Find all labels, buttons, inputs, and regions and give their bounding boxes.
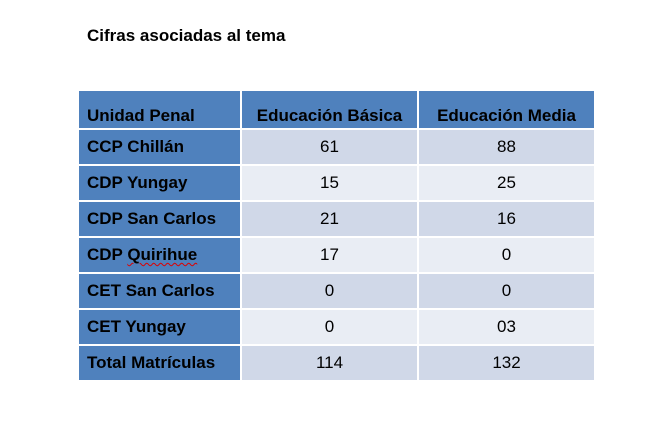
value-cell: 03 (417, 308, 596, 346)
row-label: CDP Quirihue (77, 236, 242, 274)
table: Unidad Penal Educación Básica Educación Me… (77, 89, 596, 382)
row-label-text: CDP Quirihue (87, 245, 198, 264)
row-label: CET Yungay (77, 308, 242, 346)
value-cell: 88 (417, 128, 596, 166)
header-cell: Unidad Penal (77, 89, 242, 130)
table-row: CET Yungay 0 03 (77, 308, 596, 346)
value-cell: 16 (417, 200, 596, 238)
value-cell: 61 (240, 128, 419, 166)
row-label: CDP Yungay (77, 164, 242, 202)
value-cell: 132 (417, 344, 596, 382)
title: Cifras asociadas al tema (87, 26, 286, 45)
header-row: Unidad Penal Educación Básica Educación Me… (77, 89, 596, 130)
value-cell: 0 (240, 308, 419, 346)
table-body: CCP Chillán 61 88 CDP Yungay 15 25 CDP San Car… (77, 128, 596, 382)
table-row: CDP San Carlos 21 16 (77, 200, 596, 238)
row-label: CCP Chillán (77, 128, 242, 166)
row-label-text: CDP San Carlos (87, 209, 217, 228)
value-cell: 0 (417, 272, 596, 310)
value-cell: 15 (240, 164, 419, 202)
value-cell: 0 (240, 272, 419, 310)
header-cell: Educación Media (417, 89, 596, 130)
row-label-text: Total Matrículas (87, 353, 216, 372)
table-row: CDP Quirihue 17 0 (77, 236, 596, 274)
header-cell: Educación Básica (240, 89, 419, 130)
value-cell: 21 (240, 200, 419, 238)
table-row: CCP Chillán 61 88 (77, 128, 596, 166)
row-label-text: CCP Chillán (87, 137, 184, 156)
value-cell: 114 (240, 344, 419, 382)
table-row: CET San Carlos 0 0 (77, 272, 596, 310)
row-label-text: CDP Yungay (87, 173, 188, 192)
row-label: CET San Carlos (77, 272, 242, 310)
row-label-text: CET Yungay (87, 317, 186, 336)
row-label: CDP San Carlos (77, 200, 242, 238)
table-row: Total Matrículas 114 132 (77, 344, 596, 382)
value-cell: 0 (417, 236, 596, 274)
table-row: CDP Yungay 15 25 (77, 164, 596, 202)
row-label-text: CET San Carlos (87, 281, 215, 300)
value-cell: 25 (417, 164, 596, 202)
value-cell: 17 (240, 236, 419, 274)
row-label: Total Matrículas (77, 344, 242, 382)
spell-mark: Quirihue (127, 245, 198, 264)
